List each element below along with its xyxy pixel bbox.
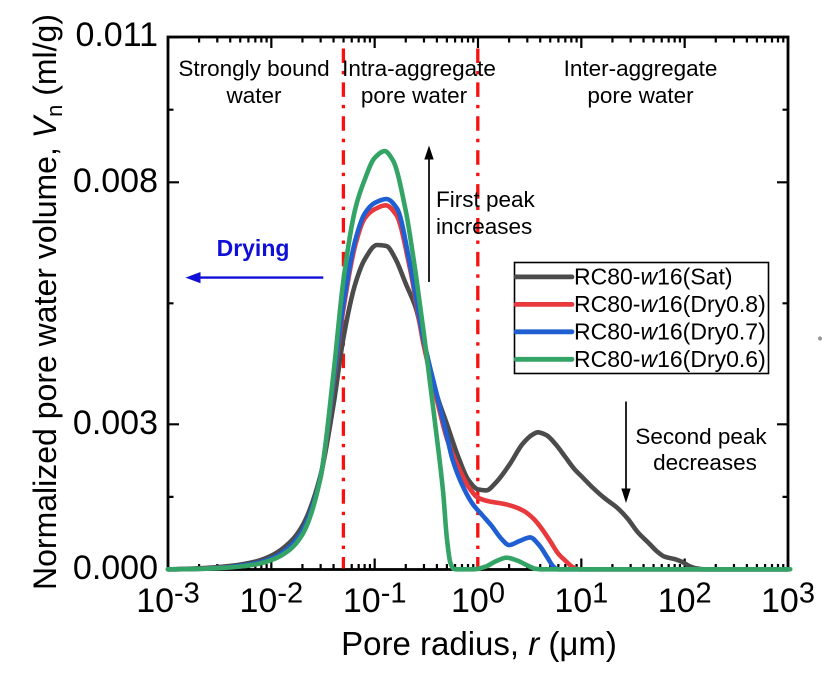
svg-text:RC80-w16(Dry0.7): RC80-w16(Dry0.7): [574, 318, 766, 344]
svg-text:10-3: 10-3: [136, 578, 200, 621]
svg-text:0.011: 0.011: [75, 16, 158, 54]
svg-text:Inter-aggregate: Inter-aggregate: [564, 56, 718, 81]
svg-text:First peak: First peak: [436, 187, 536, 212]
svg-text:pore water: pore water: [361, 83, 468, 108]
svg-text:Pore radius, r (μm): Pore radius, r (μm): [341, 625, 617, 662]
svg-text:decreases: decreases: [653, 450, 757, 475]
svg-text:Strongly bound: Strongly bound: [178, 56, 329, 81]
svg-text:0.008: 0.008: [73, 162, 158, 200]
svg-text:Normalized pore water volume,: Normalized pore water volume, Vn (ml/g): [27, 14, 67, 590]
svg-text:Intra-aggregate: Intra-aggregate: [342, 56, 496, 81]
svg-text:Second peak: Second peak: [635, 424, 767, 449]
svg-text:0.000: 0.000: [73, 549, 158, 587]
svg-text:water: water: [225, 83, 282, 108]
svg-text:pore water: pore water: [587, 83, 694, 108]
svg-text:RC80-w16(Sat): RC80-w16(Sat): [574, 263, 733, 289]
svg-text:RC80-w16(Dry0.6): RC80-w16(Dry0.6): [574, 346, 766, 372]
svg-text:increases: increases: [436, 214, 532, 239]
svg-text:0.003: 0.003: [73, 404, 158, 442]
svg-text:RC80-w16(Dry0.8): RC80-w16(Dry0.8): [574, 291, 766, 317]
svg-text:Drying: Drying: [217, 235, 290, 261]
